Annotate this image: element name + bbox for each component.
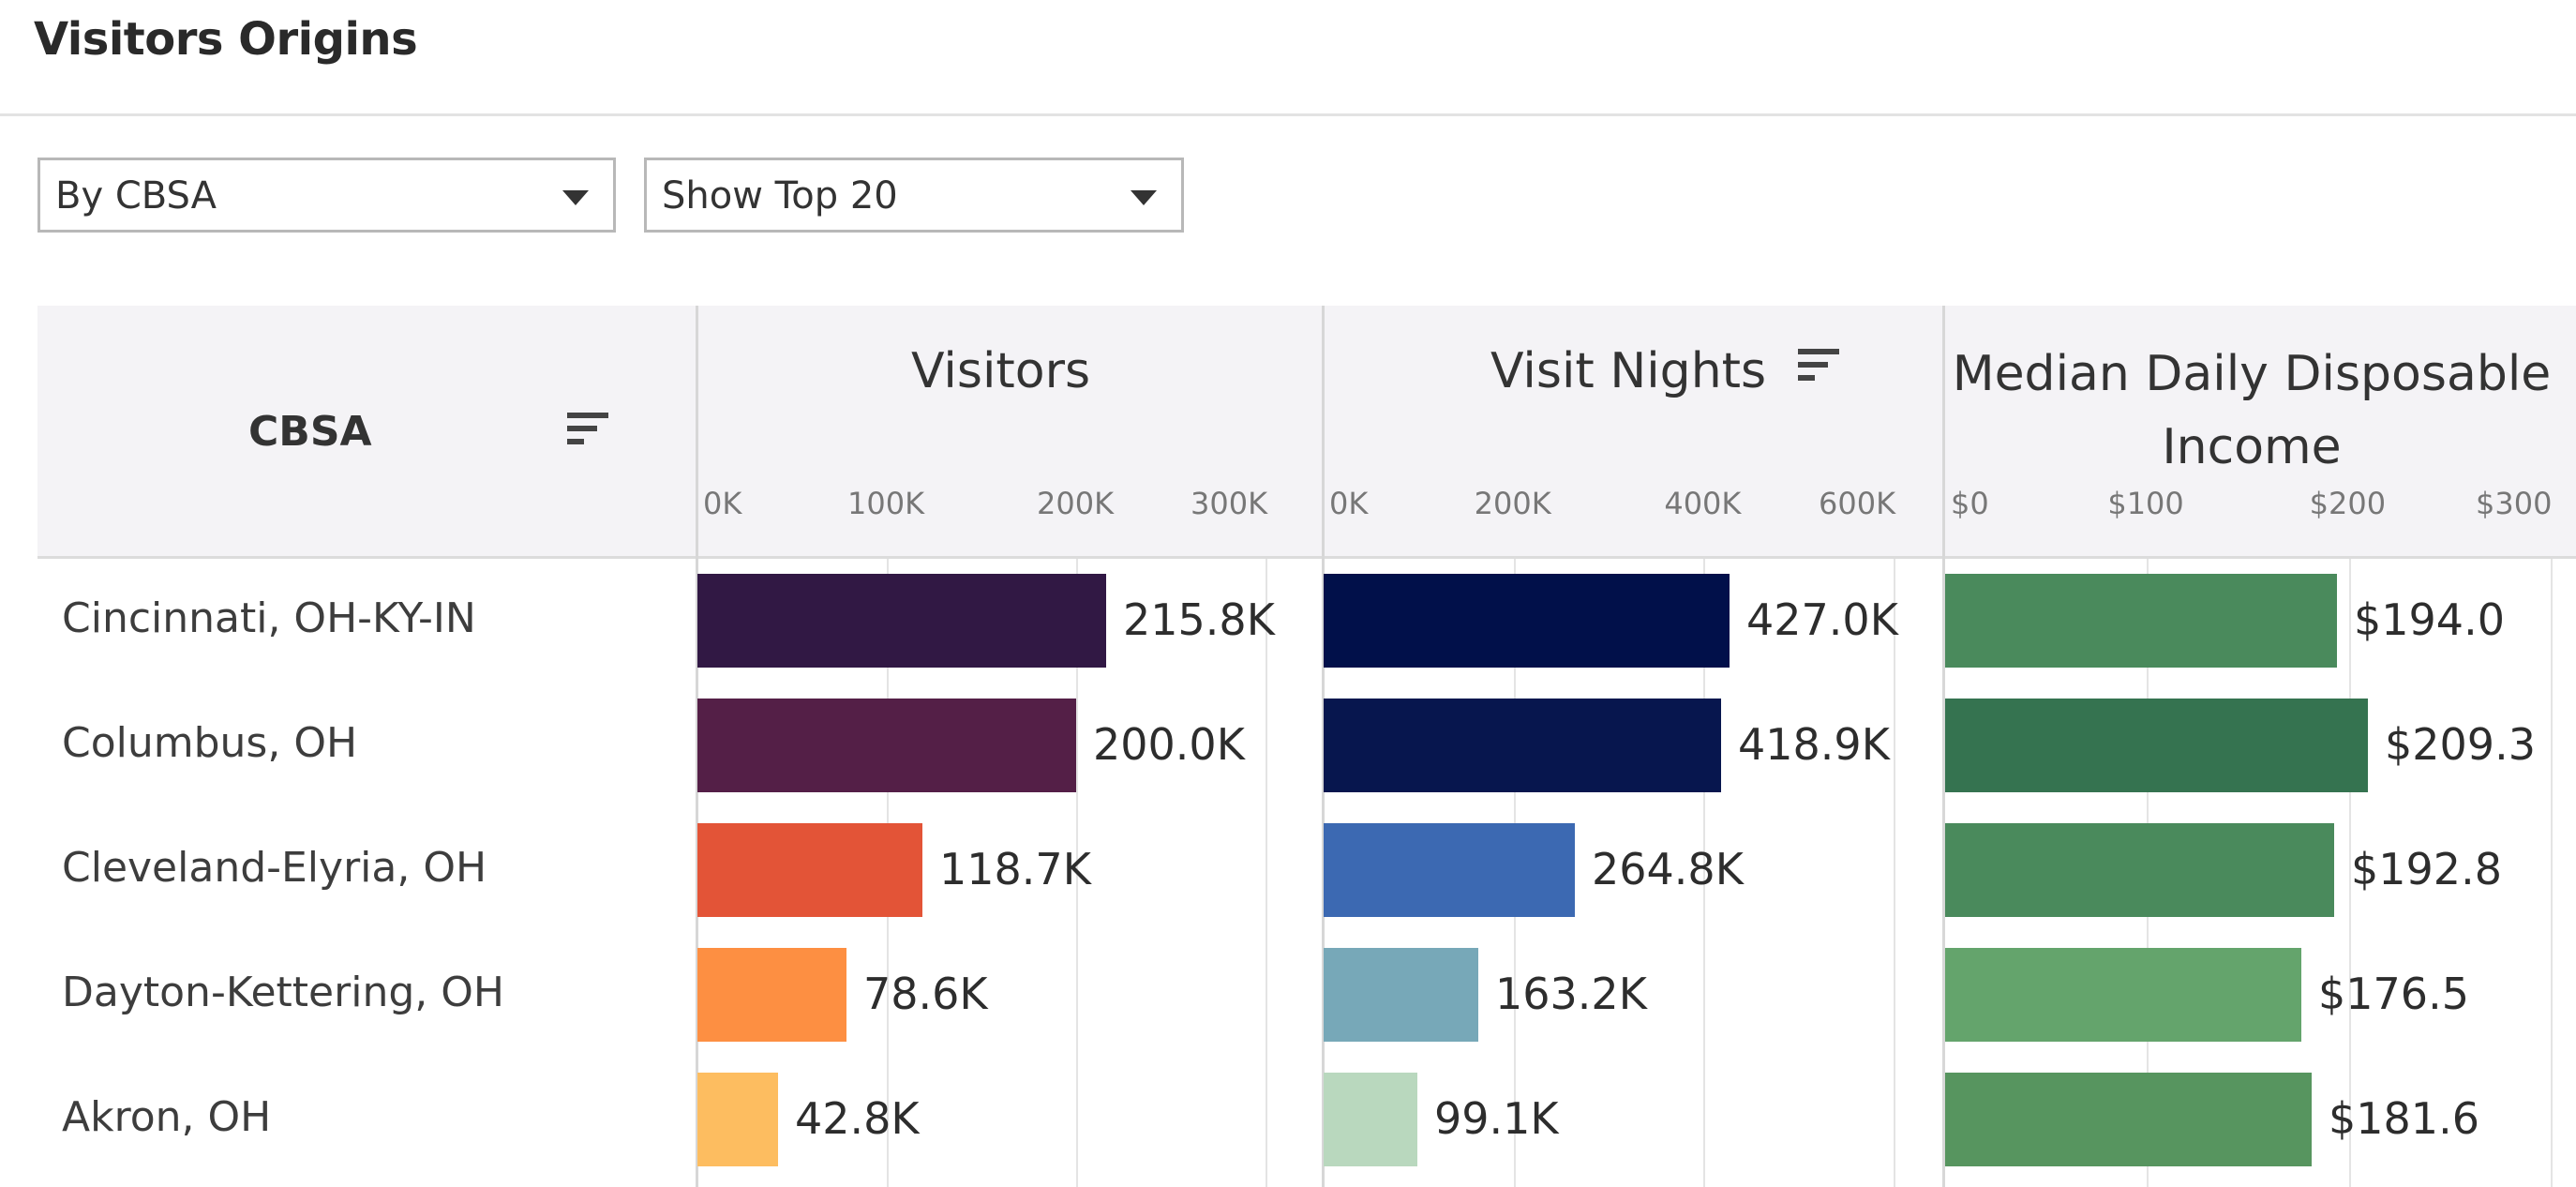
bar-value-label: 200.0K bbox=[1093, 719, 1245, 770]
bar-value-label: $192.8 bbox=[2351, 844, 2502, 894]
axis-tick-label: $300 bbox=[2476, 486, 2553, 521]
axis-tick-label: 100K bbox=[847, 486, 925, 521]
row-label: Cincinnati, OH-KY-IN bbox=[62, 594, 476, 642]
axis-tick-label: $200 bbox=[2309, 486, 2387, 521]
axis-tick-label: 200K bbox=[1474, 486, 1551, 521]
row-label: Cleveland-Elyria, OH bbox=[62, 844, 487, 892]
row-label: Akron, OH bbox=[62, 1093, 272, 1141]
gridline bbox=[1703, 559, 1705, 1187]
bar-value-label: 427.0K bbox=[1746, 594, 1898, 645]
bar[interactable] bbox=[697, 574, 1106, 668]
bar[interactable] bbox=[1945, 823, 2334, 917]
sort-icon[interactable] bbox=[567, 413, 608, 454]
bar[interactable] bbox=[1945, 948, 2301, 1042]
chevron-down-icon bbox=[562, 190, 589, 205]
measure-title: Visit Nights bbox=[1490, 343, 1767, 399]
axis-tick-label: 400K bbox=[1664, 486, 1742, 521]
top-n-dropdown[interactable]: Show Top 20 bbox=[644, 158, 1184, 233]
bar[interactable] bbox=[697, 823, 922, 917]
sort-icon[interactable] bbox=[1798, 349, 1839, 390]
bar-value-label: 163.2K bbox=[1495, 969, 1647, 1019]
bar-value-label: 118.7K bbox=[939, 844, 1091, 894]
bar-value-label: 418.9K bbox=[1738, 719, 1890, 770]
chevron-down-icon bbox=[1131, 190, 1157, 205]
bar-value-label: 264.8K bbox=[1592, 844, 1744, 894]
column-divider bbox=[696, 306, 698, 1187]
axis-tick-label: 200K bbox=[1037, 486, 1115, 521]
bar-value-label: $209.3 bbox=[2385, 719, 2536, 770]
dashboard-title: Visitors Origins bbox=[34, 13, 418, 66]
column-divider bbox=[1322, 306, 1325, 1187]
bar-value-label: $194.0 bbox=[2354, 594, 2505, 645]
bar[interactable] bbox=[697, 948, 846, 1042]
bar[interactable] bbox=[697, 1073, 778, 1166]
bar[interactable] bbox=[1945, 574, 2337, 668]
gridline bbox=[1266, 559, 1267, 1187]
axis-tick-label: 300K bbox=[1191, 486, 1268, 521]
bar-value-label: $181.6 bbox=[2329, 1093, 2479, 1144]
bar[interactable] bbox=[1945, 699, 2368, 792]
bar-value-label: 215.8K bbox=[1123, 594, 1275, 645]
bar[interactable] bbox=[1945, 1073, 2312, 1166]
bar-value-label: $176.5 bbox=[2318, 969, 2469, 1019]
measure-title: Median Daily Disposable Income bbox=[1952, 346, 2552, 475]
row-label: Dayton-Kettering, OH bbox=[62, 969, 504, 1016]
bar-value-label: 42.8K bbox=[795, 1093, 920, 1144]
axis-tick-label: 0K bbox=[703, 486, 742, 521]
bar-value-label: 99.1K bbox=[1434, 1093, 1559, 1144]
column-divider bbox=[1942, 306, 1945, 1187]
cbsa-column-header: CBSA bbox=[248, 408, 372, 456]
axis-tick-label: 600K bbox=[1819, 486, 1896, 521]
gridline bbox=[2551, 559, 2553, 1187]
top-n-dropdown-value: Show Top 20 bbox=[662, 174, 898, 218]
bar[interactable] bbox=[1324, 823, 1575, 917]
bar-value-label: 78.6K bbox=[863, 969, 988, 1019]
bar[interactable] bbox=[697, 699, 1076, 792]
bar[interactable] bbox=[1324, 948, 1478, 1042]
bar[interactable] bbox=[1324, 1073, 1417, 1166]
row-label: Columbus, OH bbox=[62, 719, 358, 767]
axis-tick-label: $100 bbox=[2107, 486, 2184, 521]
axis-tick-label: 0K bbox=[1329, 486, 1369, 521]
measure-title: Visitors bbox=[911, 343, 1091, 399]
title-divider bbox=[0, 113, 2576, 116]
gridline bbox=[2349, 559, 2351, 1187]
axis-tick-label: $0 bbox=[1951, 486, 1989, 521]
gridline bbox=[1076, 559, 1078, 1187]
geo-level-dropdown-value: By CBSA bbox=[55, 174, 217, 218]
geo-level-dropdown[interactable]: By CBSA bbox=[37, 158, 616, 233]
table-header bbox=[37, 306, 2576, 557]
bar[interactable] bbox=[1324, 699, 1721, 792]
header-divider bbox=[37, 556, 2576, 559]
bar[interactable] bbox=[1324, 574, 1730, 668]
gridline bbox=[1894, 559, 1895, 1187]
